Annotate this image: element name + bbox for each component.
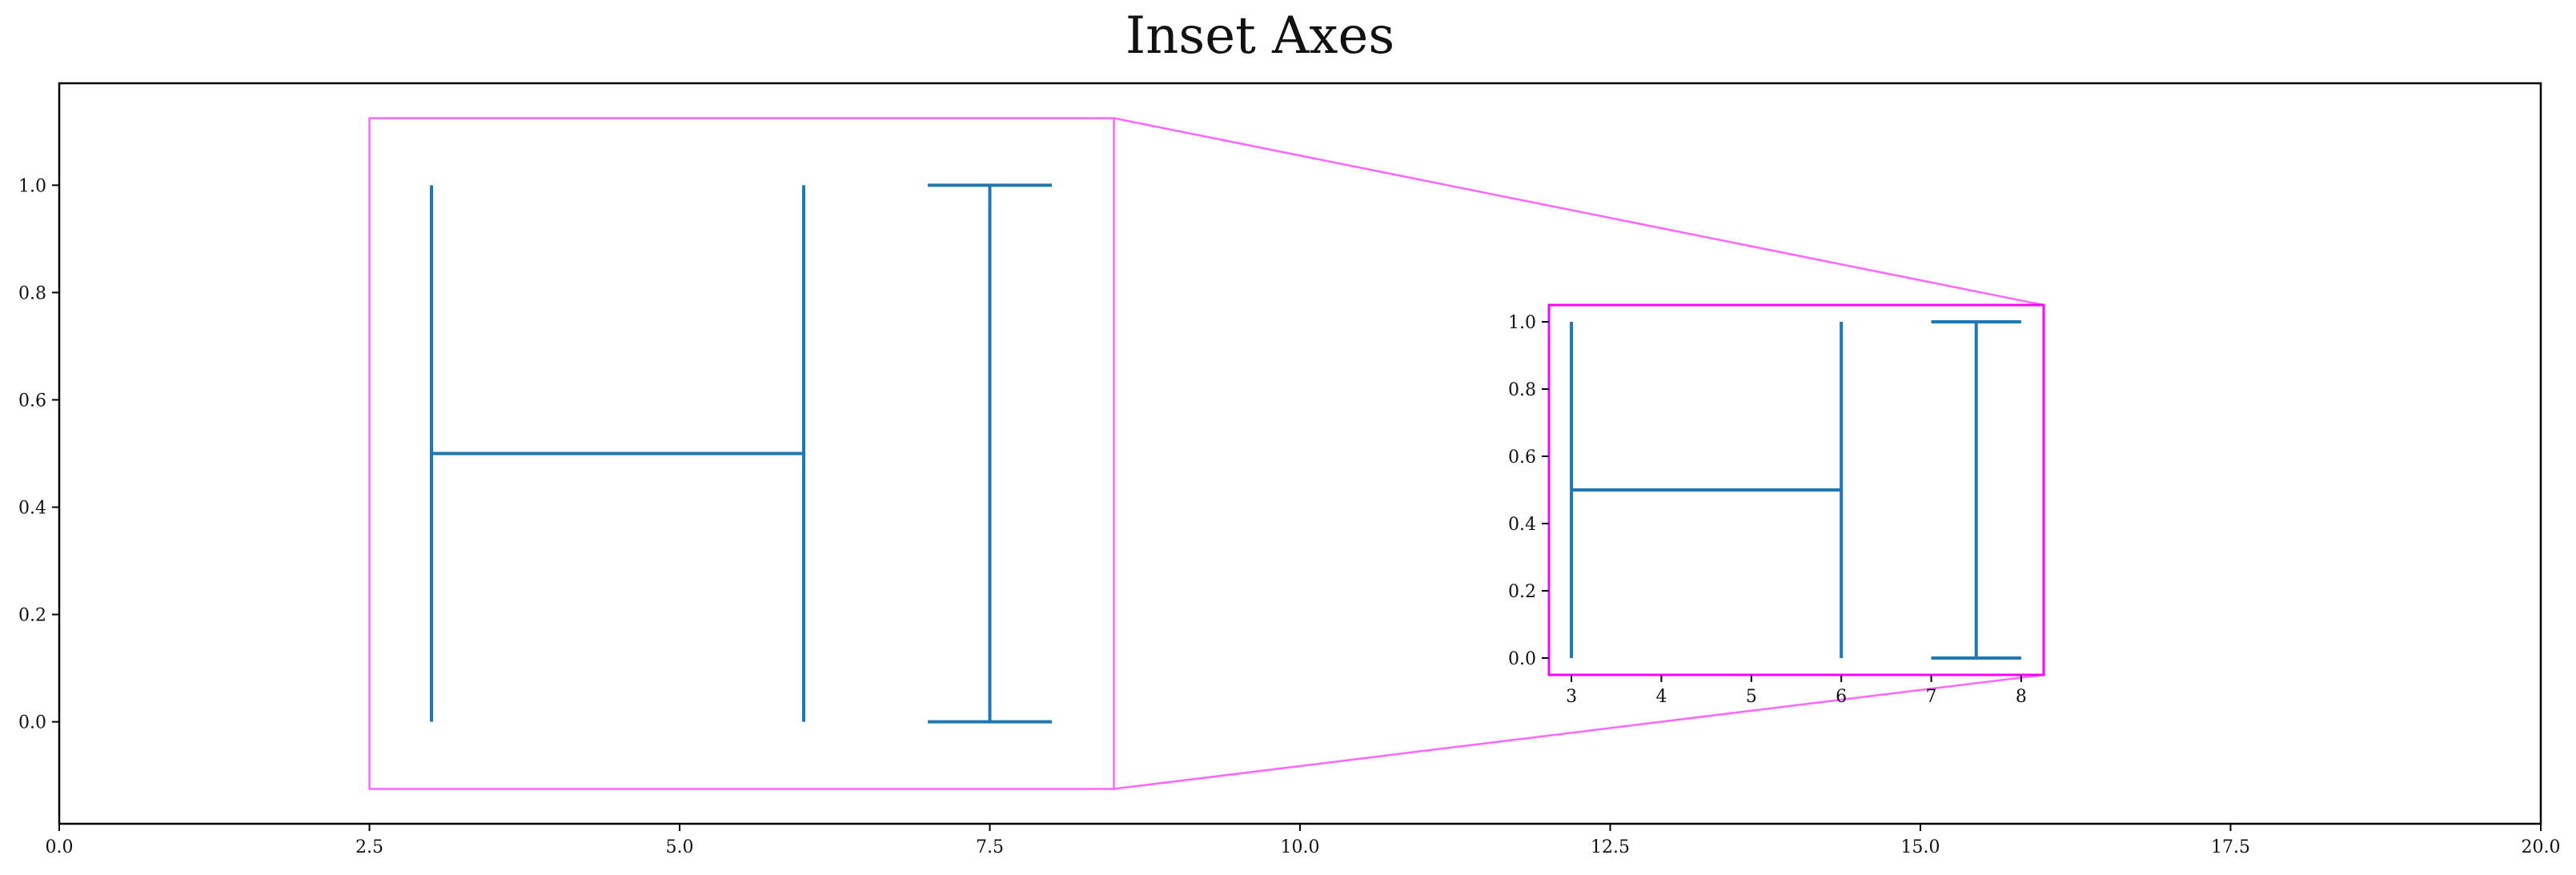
- inset-x-tick-label: 3: [1566, 687, 1577, 707]
- main-y-tick-label: 0.8: [18, 283, 46, 303]
- zoom-connector-bottom: [1113, 673, 2044, 790]
- main-y-tick-label: 0.6: [18, 391, 46, 411]
- zoom-indicator-rect: [368, 117, 1115, 790]
- main-x-tick-label: 5.0: [666, 837, 694, 857]
- inset-x-tick-label: 7: [1926, 687, 1937, 707]
- main-y-tick-label: 0.4: [18, 499, 46, 519]
- main-x-tick-label: 12.5: [1591, 837, 1630, 857]
- main-x-tick-label: 17.5: [2211, 837, 2250, 857]
- inset-y-tick-label: 0.0: [1508, 649, 1536, 669]
- inset-axes-frame: [1547, 303, 2045, 676]
- main-x-tick-label: 7.5: [976, 837, 1004, 857]
- main-y-tick-label: 1.0: [18, 176, 46, 196]
- zoom-connector-top: [1113, 117, 2044, 307]
- inset-axes: 3 4 5 6 7 8 0.0 0.2 0.4 0.6 0.8 1.0: [1508, 303, 2045, 707]
- main-x-tick-label: 10.0: [1281, 837, 1320, 857]
- inset-x-tick-label: 5: [1746, 687, 1757, 707]
- main-y-tick-label: 0.0: [18, 713, 46, 733]
- inset-y-tick-label: 1.0: [1508, 313, 1536, 333]
- main-x-tick-label: 2.5: [355, 837, 383, 857]
- zoom-connectors: [1113, 117, 2044, 790]
- inset-y-tick-label: 0.4: [1508, 515, 1536, 535]
- chart-title: Inset Axes: [1125, 6, 1394, 66]
- main-y-tick-label: 0.2: [18, 606, 46, 626]
- inset-x-tick-label: 4: [1655, 687, 1667, 707]
- main-x-tick-label: 20.0: [2522, 837, 2561, 857]
- main-x-tick-label: 15.0: [1901, 837, 1940, 857]
- inset-x-tick-label: 6: [1836, 687, 1847, 707]
- inset-y-tick-label: 0.6: [1508, 448, 1536, 468]
- inset-y-tick-label: 0.2: [1508, 582, 1536, 602]
- inset-y-tick-label: 0.8: [1508, 380, 1536, 400]
- main-axes: 0.0 2.5 5.0 7.5 10.0 12.5 15.0 17.5 20.0 0.0 0.2 0.…: [18, 82, 2561, 857]
- main-x-tick-label: 0.0: [46, 837, 74, 857]
- inset-x-tick-label: 8: [2016, 687, 2027, 707]
